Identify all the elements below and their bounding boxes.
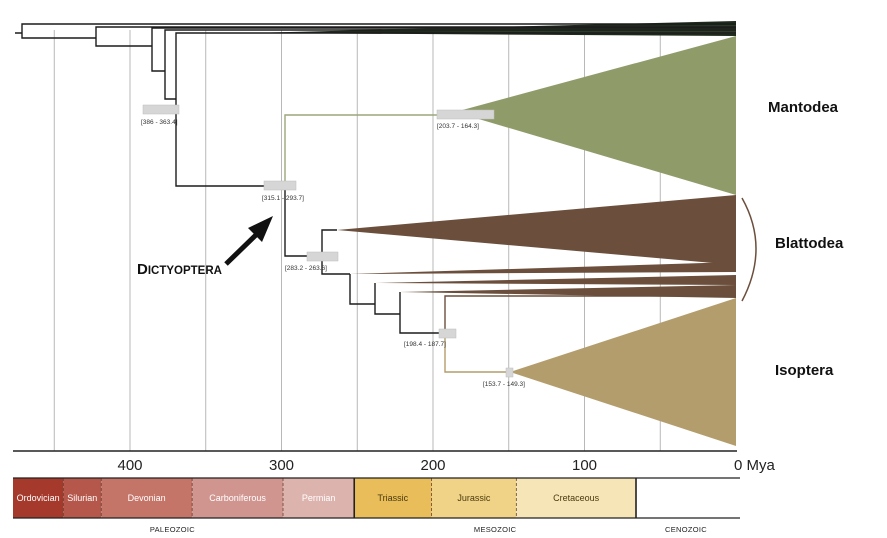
tree-branches: [15, 23, 736, 334]
blattodea-lineage-wedge: [375, 275, 736, 285]
blattodea-branch: [349, 274, 376, 305]
period-block: [516, 478, 637, 518]
axis-tick-label: 100: [572, 457, 597, 474]
axis-tick-label: 200: [420, 457, 445, 474]
node-age-bars: [142, 104, 514, 378]
ci-label-isoptera: [153.7 - 149.3]: [483, 381, 525, 388]
blattodea-clade-triangle: [337, 195, 736, 265]
ci-label-root-outgroup: [386 - 363.4]: [141, 119, 178, 126]
period-block: [13, 478, 64, 518]
axis-tick-label: 400: [117, 457, 142, 474]
geologic-eras: PALEOZOIC MESOZOIC CENOZOIC: [150, 525, 707, 534]
outgroup-branch: [95, 26, 736, 47]
clade-label-isoptera: Isoptera: [775, 362, 834, 379]
dictyoptera-label-rest: ICTYOPTERA: [148, 265, 222, 277]
ci-label-termite-relatives: [198.4 - 187.7]: [404, 341, 446, 348]
period-label: Triassic: [378, 493, 409, 503]
time-axis-ticks: 400 300 200 100 0 Mya: [117, 457, 775, 474]
axis-tick-label: 0 Mya: [734, 457, 776, 474]
period-block: [431, 478, 517, 518]
clade-label-mantodea: Mantodea: [768, 99, 839, 116]
dictyoptera-label: DICTYOPTERA: [137, 261, 222, 278]
period-label: Devonian: [128, 493, 166, 503]
dictyoptera-arrow-head: [248, 216, 273, 242]
era-label: CENOZOIC: [665, 525, 707, 534]
termitoid-branch: [399, 314, 445, 334]
blattodea-lineage-wedge: [400, 285, 736, 298]
ci-bar-dictyoptera: [263, 180, 297, 191]
era-label: MESOZOIC: [474, 525, 517, 534]
ci-bar-isoptera: [505, 367, 514, 378]
ci-bar-termite-relatives: [438, 328, 457, 339]
ci-bar-blattodea: [306, 251, 339, 262]
period-label: Carboniferous: [209, 493, 266, 503]
period-block: [636, 478, 736, 518]
mantodea-stem-branch: [284, 114, 455, 186]
blattodea-branch: [321, 229, 350, 275]
isoptera-stem-branch: [444, 333, 510, 373]
geologic-timescale: Ordovician Silurian Devonian Carboniferous P…: [13, 477, 740, 519]
period-block: [192, 478, 284, 518]
mantodea-clade-triangle: [455, 36, 736, 195]
ci-bar-mantodea: [436, 109, 495, 120]
blattodea-bracket: [741, 197, 757, 302]
period-label: Ordovician: [17, 493, 60, 503]
ci-label-blattodea: [283.2 - 263.6]: [285, 265, 327, 272]
period-label: Cretaceous: [553, 493, 600, 503]
period-block: [101, 478, 193, 518]
era-label: PALEOZOIC: [150, 525, 195, 534]
blattodea-branch: [374, 292, 401, 315]
period-block: [354, 478, 432, 518]
ci-label-mantodea: [203.7 - 164.3]: [437, 123, 479, 130]
root-branch: [15, 23, 736, 39]
ci-bar-root-outgroup: [142, 104, 180, 115]
period-label: Jurassic: [457, 493, 491, 503]
period-label: Permian: [302, 493, 336, 503]
node-age-labels: [386 - 363.4] [315.1 - 293.7] [203.7 - 1…: [141, 119, 525, 388]
period-block: [283, 478, 355, 518]
blattodea-lineage-wedge: [350, 262, 736, 274]
isoptera-clade-triangle: [510, 298, 736, 446]
dictyoptera-annotation: DICTYOPTERA: [137, 216, 273, 278]
ci-label-dictyoptera: [315.1 - 293.7]: [262, 195, 304, 202]
period-block: [63, 478, 102, 518]
outgroup-branch: [151, 27, 736, 72]
dictyoptera-arrow-shaft: [224, 230, 261, 266]
period-label: Silurian: [67, 493, 97, 503]
clade-label-blattodea: Blattodea: [775, 235, 844, 252]
dictyoptera-stem-branch: [175, 32, 736, 187]
cryptocercus-branch: [444, 295, 736, 333]
dictyoptera-label-initial: D: [137, 261, 148, 278]
outgroup-branch: [164, 29, 736, 100]
colored-branches: [284, 114, 736, 373]
axis-tick-label: 300: [269, 457, 294, 474]
